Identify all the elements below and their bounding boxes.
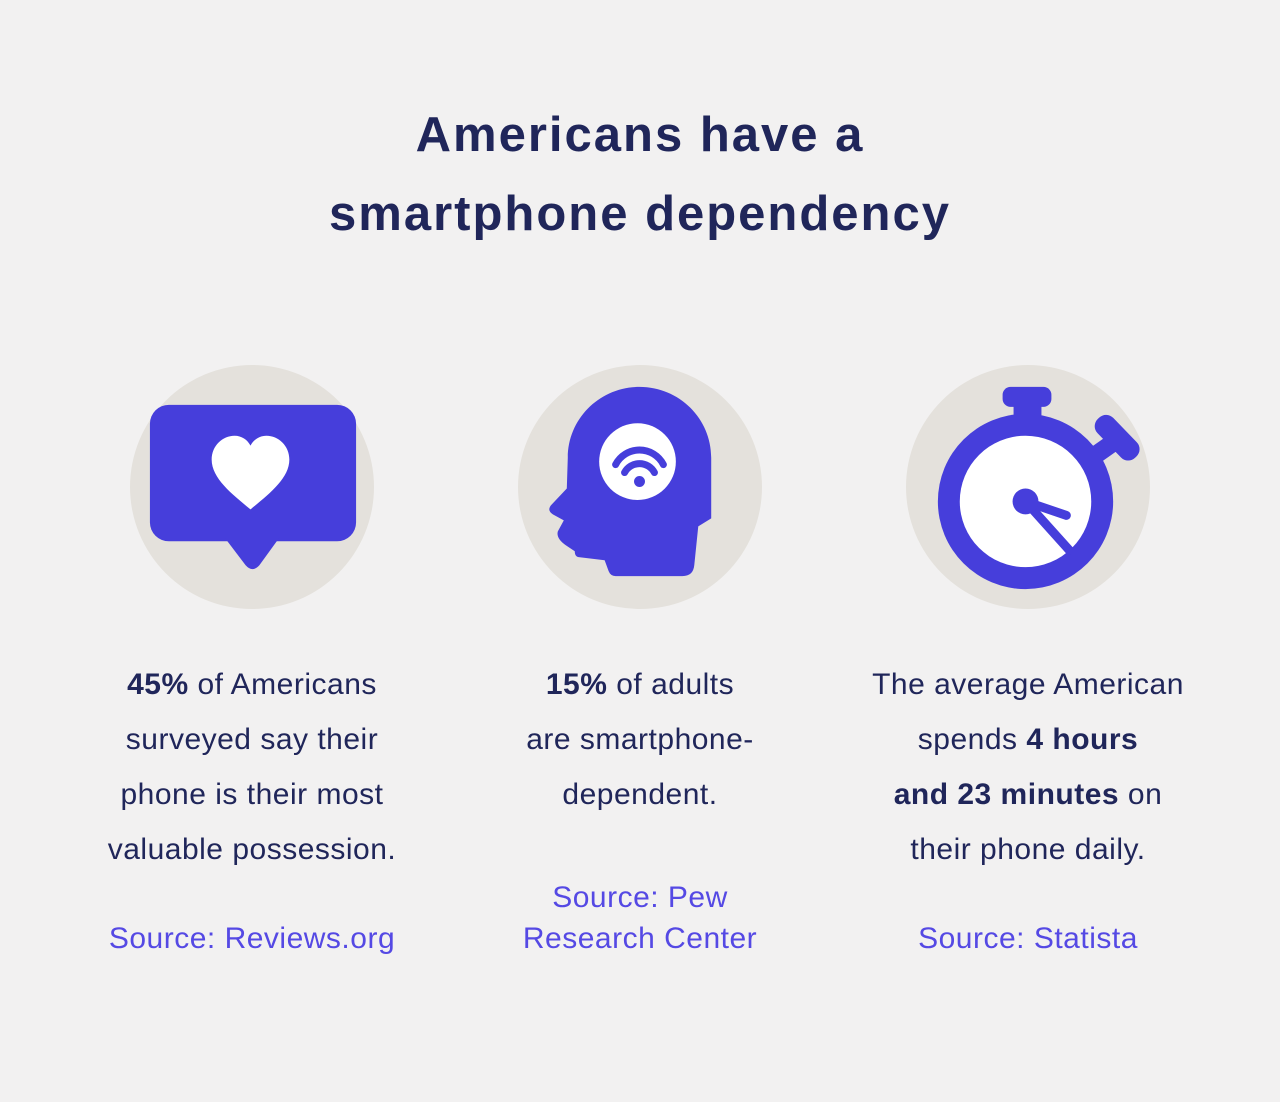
- page-title: Americans have a smartphone dependency: [0, 0, 1280, 254]
- source-link[interactable]: Source: Statista: [918, 922, 1138, 955]
- stat-columns: 45% of Americans surveyed say their phone …: [0, 365, 1280, 959]
- page-title-line-1: Americans have a: [415, 108, 865, 162]
- source-link[interactable]: Source: Reviews.org: [108, 922, 396, 955]
- stopwatch-icon: [937, 386, 1140, 590]
- stat-text: 15% of adults are smartphone-dependent.: [526, 668, 754, 811]
- head-wifi-icon: [549, 386, 712, 577]
- icon-circle: [518, 365, 762, 609]
- stat-column-possession: 45% of Americans surveyed say their phone …: [58, 365, 446, 959]
- stat-column-screen-time: The average American spends 4 hours and 23…: [834, 365, 1222, 959]
- page-title-line-2: smartphone dependency: [329, 187, 951, 241]
- stat-column-dependent: 15% of adults are smartphone-dependent. S…: [446, 365, 834, 959]
- icon-circle: [130, 365, 374, 609]
- stat-text: 45% of Americans surveyed say their phone …: [107, 668, 397, 866]
- stat-text: The average American spends 4 hours and 23…: [872, 668, 1184, 866]
- heart-like-bubble-icon: [149, 404, 357, 570]
- source-link[interactable]: Source: Pew Research Center: [522, 881, 758, 955]
- icon-circle: [906, 365, 1150, 609]
